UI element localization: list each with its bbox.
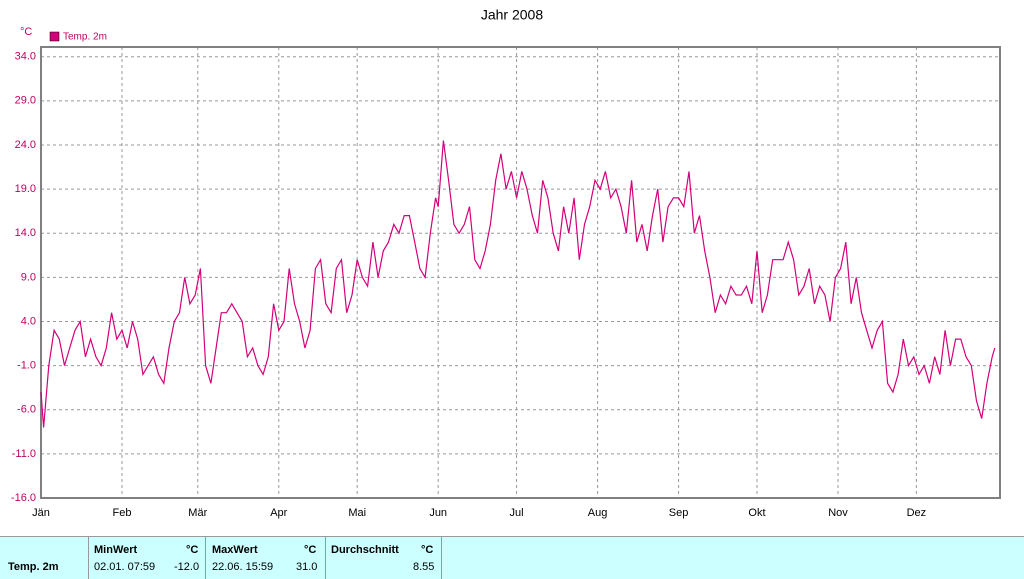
col-header: MaxWert [212, 544, 258, 556]
col-value: 31.0 [296, 561, 318, 573]
legend-swatch [49, 31, 60, 42]
y-tick-label: 4.0 [21, 315, 36, 327]
x-tick-label: Dez [907, 507, 927, 519]
y-unit: °C [20, 26, 32, 38]
col-header: MinWert [94, 544, 138, 556]
x-tick-label: Aug [588, 507, 608, 519]
x-tick-label: Apr [270, 507, 287, 519]
y-tick-label: 19.0 [15, 183, 36, 195]
x-tick-label: Sep [669, 507, 689, 519]
y-tick-label: 9.0 [21, 271, 36, 283]
y-tick-label: -11.0 [12, 448, 36, 460]
plot-area [41, 47, 1000, 498]
x-tick-label: Mai [348, 507, 366, 519]
summary-table: Temp. 2m MinWert °C 02.01. 07:59 -12.0 M… [0, 536, 1024, 579]
col-unit: °C [421, 544, 434, 556]
x-tick-label: Feb [113, 507, 132, 519]
x-tick-label: Jun [429, 507, 447, 519]
col-header: Durchschnitt [331, 544, 399, 556]
col-time: 02.01. 07:59 [94, 561, 156, 573]
separator [325, 537, 326, 579]
separator [441, 537, 442, 579]
y-tick-label: -1.0 [17, 360, 36, 372]
x-tick-label: Jul [510, 507, 524, 519]
y-tick-label: -6.0 [17, 404, 36, 416]
y-tick-label: 14.0 [15, 227, 36, 239]
y-tick-label: 29.0 [15, 95, 36, 107]
separator [88, 537, 89, 579]
x-tick-label: Okt [748, 507, 765, 519]
y-tick-label: 34.0 [15, 51, 36, 63]
col-time: 22.06. 15:59 [212, 561, 274, 573]
y-tick-label: 24.0 [15, 139, 36, 151]
separator [205, 537, 206, 579]
col-value: -12.0 [174, 561, 200, 573]
x-tick-label: Jän [32, 507, 50, 519]
y-tick-label: -16.0 [11, 492, 36, 504]
line [40, 140, 996, 428]
chart: Jahr 2008 °C -16.0 -11.0 -6.0 -1.0 4.0 9.0 14.… [11, 7, 1001, 519]
x-tick-label: Mär [188, 507, 207, 519]
chart-title: Jahr 2008 [481, 7, 543, 23]
x-tick-label: Nov [828, 507, 848, 519]
legend-label: Temp. 2m [63, 32, 107, 43]
col-unit: °C [186, 544, 199, 556]
col-value: 8.55 [413, 561, 435, 573]
plot-border [40, 46, 1001, 499]
col-unit: °C [304, 544, 317, 556]
row-label: Temp. 2m [8, 561, 59, 573]
